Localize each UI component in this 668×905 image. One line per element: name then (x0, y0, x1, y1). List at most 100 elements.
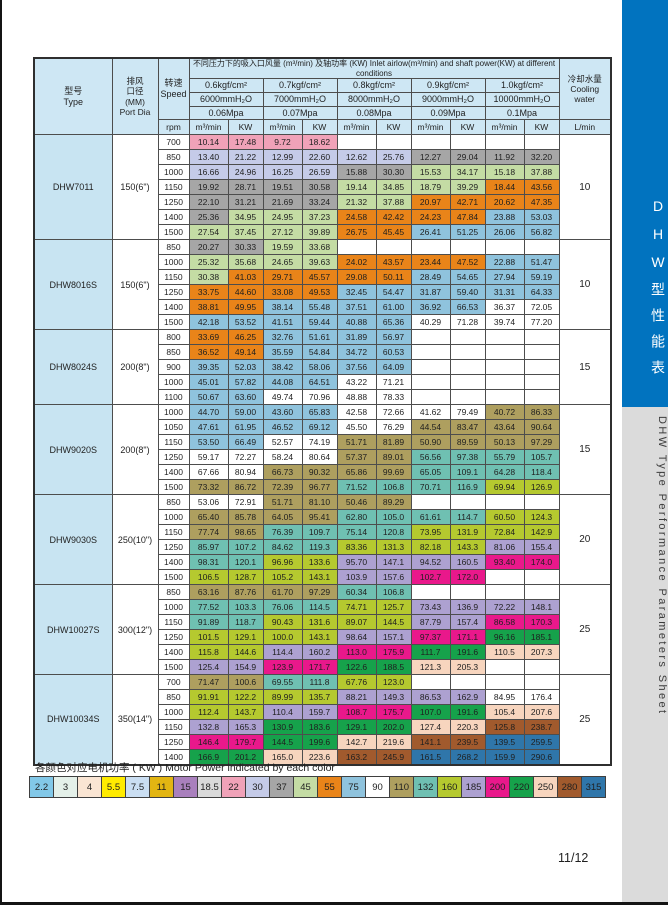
value-cell: 118.4 (523, 464, 560, 481)
value-cell: 163.2 (336, 749, 377, 766)
value-cell (484, 569, 525, 586)
value-cell: 45.50 (336, 419, 377, 436)
rpm-value: 1050 (157, 419, 190, 436)
value-cell: 33.08 (262, 284, 303, 301)
header-kw-unit: KW (301, 119, 338, 136)
value-cell: 49.14 (227, 344, 264, 361)
value-cell: 52.57 (262, 434, 303, 451)
value-cell: 127.4 (410, 719, 451, 736)
cooling-water-value: 15 (558, 329, 612, 406)
value-cell: 79.49 (449, 404, 486, 421)
value-cell (523, 359, 560, 376)
legend-swatch: 7.5 (125, 776, 150, 798)
value-cell: 47.84 (449, 209, 486, 226)
value-cell: 18.62 (301, 134, 338, 151)
value-cell: 27.54 (188, 224, 229, 241)
value-cell: 55.79 (484, 449, 525, 466)
value-cell: 36.37 (484, 299, 525, 316)
value-cell: 71.47 (188, 674, 229, 691)
value-cell: 125.7 (375, 599, 412, 616)
value-cell: 18.79 (410, 179, 451, 196)
value-cell: 65.36 (375, 314, 412, 331)
value-cell: 12.27 (410, 149, 451, 166)
value-cell: 23.44 (410, 254, 451, 271)
value-cell: 12.99 (262, 149, 303, 166)
table-row: 1400 98.31 120.1 96.96 133.6 95.70 147.1 94.52 1… (34, 554, 611, 571)
value-cell: 44.60 (227, 284, 264, 301)
value-cell: 86.53 (410, 689, 451, 706)
value-cell: 107.2 (227, 539, 264, 556)
rpm-value: 1150 (157, 179, 190, 196)
value-cell: 120.8 (375, 524, 412, 541)
value-cell: 37.88 (375, 194, 412, 211)
value-cell: 90.64 (523, 419, 560, 436)
value-cell (484, 359, 525, 376)
header-flow-unit: m³/min (188, 119, 229, 136)
value-cell: 24.58 (336, 209, 377, 226)
value-cell: 245.9 (375, 749, 412, 766)
value-cell: 51.71 (262, 494, 303, 511)
value-cell: 38.81 (188, 299, 229, 316)
value-cell: 165.3 (227, 719, 264, 736)
value-cell: 59.44 (301, 314, 338, 331)
value-cell: 33.75 (188, 284, 229, 301)
value-cell: 83.47 (449, 419, 486, 436)
value-cell: 26.41 (410, 224, 451, 241)
value-cell: 86.33 (523, 404, 560, 421)
value-cell: 31.87 (410, 284, 451, 301)
value-cell: 113.0 (336, 644, 377, 661)
value-cell (523, 674, 560, 691)
value-cell (449, 389, 486, 406)
value-cell: 64.51 (301, 374, 338, 391)
value-cell: 87.79 (410, 614, 451, 631)
header-pressure-mmh2o: 7000mmH₂O (262, 92, 338, 108)
value-cell: 90.32 (301, 464, 338, 481)
header-cooling-water: 冷却水量 Cooling water (558, 57, 612, 121)
value-cell: 89.07 (336, 614, 377, 631)
value-cell: 24.02 (336, 254, 377, 271)
value-cell: 108.7 (336, 704, 377, 721)
value-cell (449, 344, 486, 361)
value-cell: 39.89 (301, 224, 338, 241)
value-cell (484, 344, 525, 361)
rpm-value: 1000 (157, 509, 190, 526)
header-rpm-unit: rpm (157, 119, 190, 136)
value-cell (410, 134, 451, 151)
rpm-value: 1500 (157, 314, 190, 331)
value-cell: 43.22 (336, 374, 377, 391)
value-cell: 23.88 (484, 209, 525, 226)
header-port-dia: 排风 口径 (MM) Port Dia (111, 57, 159, 136)
value-cell: 64.05 (262, 509, 303, 526)
table-row: 1400 166.9 201.2 165.0 223.6 163.2 245.9 161.5 2… (34, 749, 611, 766)
value-cell: 105.4 (484, 704, 525, 721)
value-cell (449, 494, 486, 511)
value-cell: 84.95 (484, 689, 525, 706)
value-cell: 49.53 (301, 284, 338, 301)
value-cell: 142.9 (523, 524, 560, 541)
value-cell: 161.5 (410, 749, 451, 766)
port-dia: 250(10") (111, 494, 159, 586)
cooling-water-value: 25 (558, 584, 612, 676)
legend-swatch: 3 (53, 776, 78, 798)
value-cell (523, 584, 560, 601)
header-pressure-mpa: 0.07Mpa (262, 106, 338, 121)
value-cell: 53.50 (188, 434, 229, 451)
value-cell: 97.29 (301, 584, 338, 601)
value-cell: 15.88 (336, 164, 377, 181)
value-cell: 29.08 (336, 269, 377, 286)
value-cell: 57.82 (227, 374, 264, 391)
value-cell: 56.56 (410, 449, 451, 466)
rpm-value: 1150 (157, 269, 190, 286)
value-cell: 51.71 (336, 434, 377, 451)
value-cell: 93.40 (484, 554, 525, 571)
value-cell: 25.76 (375, 149, 412, 166)
value-cell: 207.6 (523, 704, 560, 721)
value-cell (484, 584, 525, 601)
value-cell: 121.3 (410, 659, 451, 676)
value-cell: 34.17 (449, 164, 486, 181)
legend-swatch: 220 (509, 776, 534, 798)
value-cell: 43.64 (484, 419, 525, 436)
value-cell: 62.80 (336, 509, 377, 526)
value-cell: 26.06 (484, 224, 525, 241)
value-cell: 19.14 (336, 179, 377, 196)
